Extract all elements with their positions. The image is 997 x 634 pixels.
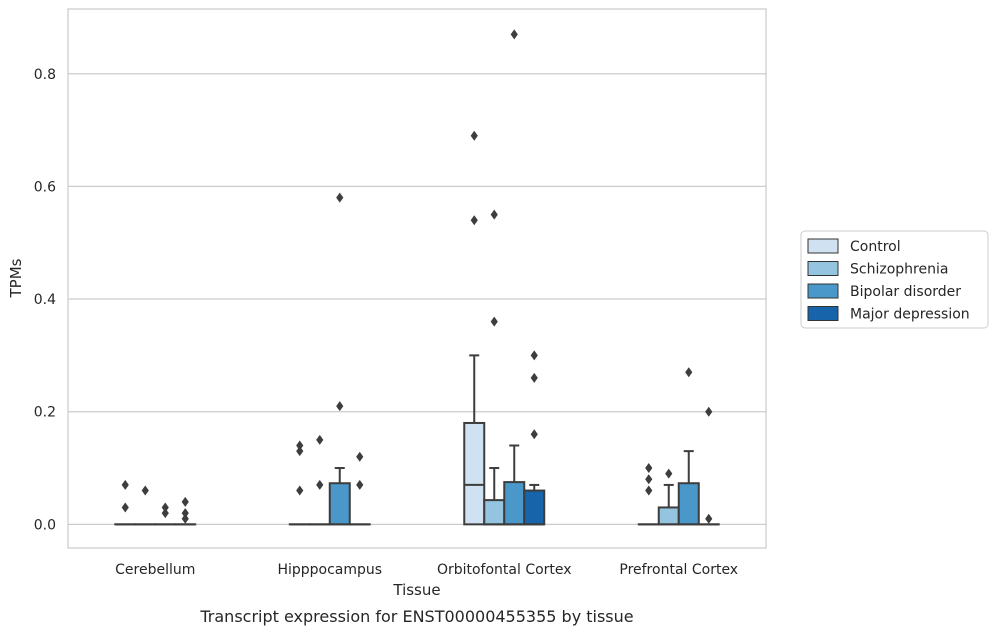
legend-swatch (807, 306, 839, 321)
series-control (114, 130, 660, 526)
outlier-point (645, 485, 653, 496)
outlier-point (316, 434, 324, 445)
outlier-point (121, 502, 129, 513)
y-tick-label: 0.8 (34, 67, 56, 83)
x-tick-label: Orbitofontal Cortex (437, 562, 572, 578)
outlier-point (161, 502, 169, 513)
x-axis-label: Tissue (392, 581, 440, 599)
outlier-point (490, 316, 498, 327)
outlier-point (470, 130, 478, 141)
x-axis-ticks: Cerebellum Hipppocampus Orbitofontal Corte… (115, 562, 738, 578)
outlier-point (121, 479, 129, 490)
x-tick-label: Hipppocampus (277, 562, 382, 578)
y-tick-label: 0.2 (34, 405, 56, 421)
legend-item: Control (807, 238, 901, 255)
outlier-point (181, 508, 189, 519)
box (328, 482, 351, 526)
chart-title: Transcript expression for ENST0000045535… (199, 607, 633, 626)
legend-swatch (807, 238, 839, 254)
outlier-point (336, 192, 344, 203)
outlier-point (181, 496, 189, 507)
legend: Control Schizophrenia Bipolar disorder Majo… (800, 230, 989, 329)
box (483, 499, 506, 526)
plot-frame (67, 8, 767, 549)
y-tick-label: 0.4 (34, 292, 56, 308)
outlier-point (510, 29, 518, 40)
x-tick-label: Cerebellum (115, 562, 195, 578)
y-axis-label: TPMs (7, 258, 25, 298)
outlier-point (336, 401, 344, 412)
legend-label: Control (850, 239, 901, 255)
x-tick-label: Prefrontal Cortex (619, 562, 738, 578)
box (503, 481, 526, 526)
legend-item: Major depression (807, 306, 970, 323)
outlier-point (645, 474, 653, 485)
y-tick-label: 0.0 (34, 517, 56, 533)
outlier-point (490, 209, 498, 220)
outlier-point (356, 451, 364, 462)
legend-frame (800, 230, 989, 329)
outlier-point (296, 485, 304, 496)
y-tick-label: 0.6 (34, 179, 56, 195)
outlier-point (705, 513, 713, 524)
outlier-point (665, 468, 673, 479)
outlier-point (530, 350, 538, 361)
legend-swatch (807, 261, 839, 276)
box-series (114, 29, 720, 526)
outlier-point (705, 406, 713, 417)
legend-item: Schizophrenia (807, 261, 948, 278)
outlier-point (356, 479, 364, 490)
outlier-point (530, 429, 538, 440)
box (677, 482, 700, 526)
outlier-point (296, 446, 304, 457)
legend-label: Bipolar disorder (850, 284, 961, 300)
legend-label: Major depression (850, 307, 970, 323)
outlier-point (530, 372, 538, 383)
outlier-point (161, 508, 169, 519)
series-schizophrenia (134, 209, 680, 526)
outlier-point (685, 367, 693, 378)
legend-swatch (807, 283, 839, 299)
outlier-point (141, 485, 149, 496)
series-bipolar-disorder (154, 29, 700, 526)
box (657, 506, 680, 526)
outlier-point (316, 479, 324, 490)
outlier-point (181, 513, 189, 524)
outlier-point (470, 215, 478, 226)
y-axis-ticks: 0.0 0.2 0.4 0.6 0.8 (34, 67, 56, 534)
legend-item: Bipolar disorder (807, 283, 961, 300)
outlier-point (296, 440, 304, 451)
outlier-point (645, 463, 653, 474)
gridlines (68, 73, 766, 525)
series-major-depression (174, 350, 720, 526)
box (463, 421, 486, 526)
legend-label: Schizophrenia (850, 262, 948, 278)
box (523, 489, 546, 526)
